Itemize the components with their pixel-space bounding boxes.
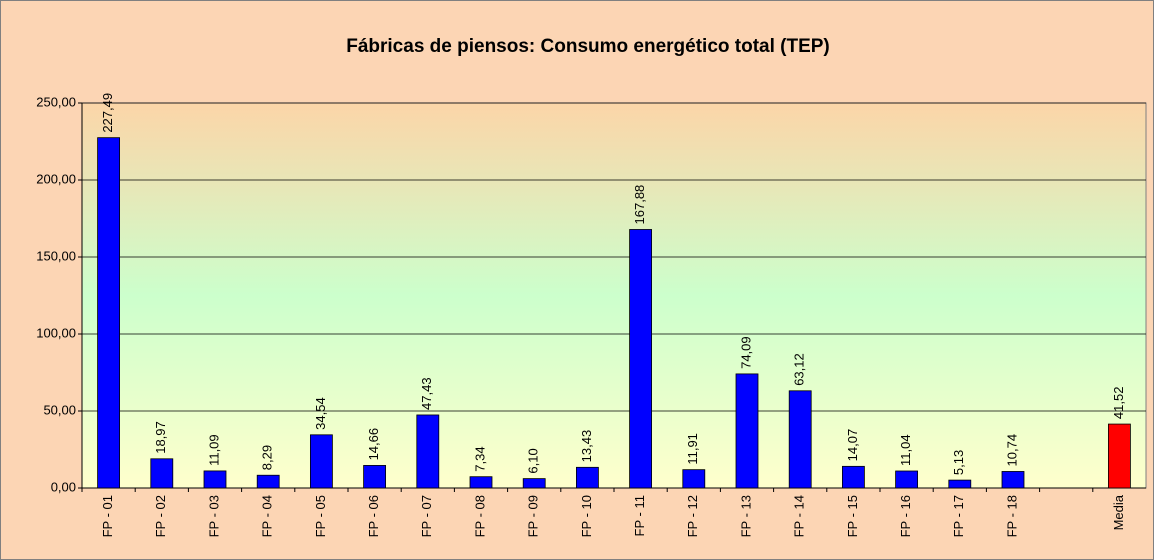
bar [682, 469, 706, 489]
y-tick-label: 200,00 [36, 171, 76, 186]
x-tick-label: FP - 09 [526, 495, 541, 537]
value-label: 227,49 [100, 93, 115, 133]
bar [522, 478, 546, 489]
x-tick-label: FP - 14 [792, 495, 807, 537]
value-label: 34,54 [313, 397, 328, 430]
value-label: 13,43 [579, 430, 594, 463]
bar [1108, 423, 1131, 489]
x-tick-label: FP - 13 [738, 495, 753, 537]
bar [576, 466, 599, 489]
value-label: 11,91 [685, 433, 700, 465]
x-tick-label: FP - 15 [845, 495, 860, 537]
bar [842, 465, 865, 489]
x-tick-label: FP - 04 [260, 495, 275, 537]
value-label: 11,09 [206, 434, 221, 466]
x-tick-label: FP - 11 [632, 495, 647, 536]
chart-title: Fábricas de piensos: Consumo energético … [346, 36, 830, 57]
bar [629, 229, 652, 489]
value-label: 63,12 [792, 353, 807, 386]
value-label: 74,09 [738, 336, 753, 369]
value-label: 8,29 [260, 445, 275, 470]
y-tick-label: 250,00 [36, 94, 76, 109]
y-tick-label: 0,00 [51, 479, 76, 494]
bar [416, 414, 440, 489]
x-tick-label: FP - 18 [1004, 495, 1019, 537]
value-label: 18,97 [153, 421, 168, 454]
bar [203, 470, 227, 489]
bar [895, 470, 918, 489]
x-tick-label: Media [1111, 494, 1126, 530]
x-tick-label: FP - 01 [100, 495, 115, 537]
bar [150, 458, 174, 489]
value-label: 47,43 [419, 377, 434, 410]
x-tick-label: FP - 08 [472, 495, 487, 537]
bar [97, 137, 120, 489]
value-label: 10,74 [1004, 434, 1019, 467]
bar [309, 434, 333, 489]
x-tick-label: FP - 05 [313, 495, 328, 537]
x-tick-label: FP - 02 [153, 495, 168, 537]
bar [1001, 471, 1025, 489]
value-label: 11,04 [898, 434, 913, 466]
value-label: 14,07 [845, 429, 860, 462]
bar [735, 373, 759, 489]
bar [948, 479, 972, 489]
x-tick-label: FP - 06 [366, 495, 381, 537]
value-label: 6,10 [526, 448, 541, 473]
x-tick-label: FP - 03 [206, 495, 221, 537]
x-tick-label: FP - 10 [579, 495, 594, 537]
bar [256, 474, 280, 489]
bar [469, 476, 493, 489]
bar [363, 465, 387, 489]
y-tick-label: 100,00 [36, 325, 76, 340]
value-label: 7,34 [472, 446, 487, 471]
x-tick-label: FP - 12 [685, 495, 700, 537]
value-label: 41,52 [1111, 387, 1126, 420]
value-label: 167,88 [632, 185, 647, 225]
y-tick-label: 150,00 [36, 248, 76, 263]
x-tick-label: FP - 07 [419, 495, 434, 537]
x-tick-label: FP - 17 [951, 495, 966, 537]
y-tick-label: 50,00 [43, 402, 76, 417]
x-tick-label: FP - 16 [898, 495, 913, 537]
plot-area [81, 102, 1147, 489]
value-label: 14,66 [366, 428, 381, 461]
bar [788, 390, 812, 489]
value-label: 5,13 [951, 450, 966, 475]
